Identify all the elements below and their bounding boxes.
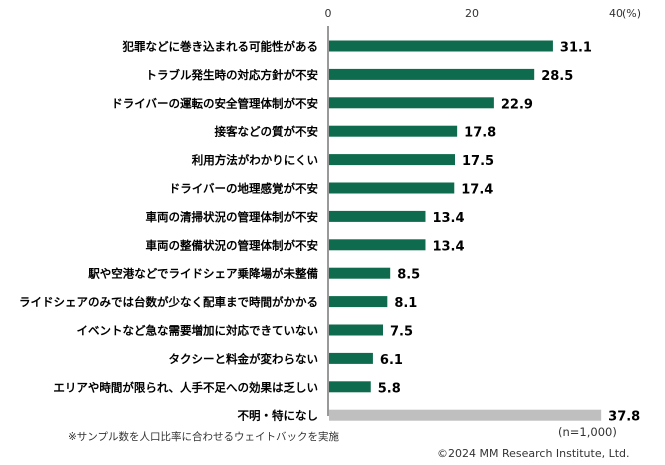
category-label: イベントなど急な需要増加に対応できていない [77, 324, 319, 338]
category-label: ライドシェアのみでは台数が少なく配車まで時間がかかる [19, 295, 318, 309]
bars-layer [329, 40, 602, 421]
data-label: 7.5 [390, 325, 413, 340]
bar [329, 97, 494, 109]
data-label: 28.5 [541, 69, 573, 84]
category-label: 不明・特になし [238, 409, 319, 423]
category-label: 車両の清掃状況の管理体制が不安 [146, 210, 319, 224]
category-label: タクシーと料金が変わらない [169, 352, 319, 366]
x-tick-label: 0 [325, 7, 332, 20]
category-label: ドライバーの地理感覚が不安 [169, 182, 318, 196]
weighting-note: ※サンプル数を人口比率に合わせるウェイトバックを実施 [68, 431, 339, 443]
bar [329, 182, 455, 194]
bar [329, 68, 535, 80]
x-tick-label: 20 [465, 7, 479, 20]
bar [329, 296, 388, 308]
bar [329, 324, 383, 336]
category-label: 接客などの質が不安 [215, 125, 319, 139]
data-label: 13.4 [432, 211, 464, 226]
data-label: 17.8 [464, 126, 496, 141]
data-label: 17.5 [462, 154, 494, 169]
data-label: 5.8 [378, 381, 401, 396]
data-label: 8.1 [394, 296, 417, 311]
category-label: 利用方法がわかりにくい [191, 153, 318, 167]
data-label: 8.5 [397, 268, 420, 283]
data-label: 13.4 [432, 239, 464, 254]
bar [329, 40, 553, 52]
bar [329, 154, 455, 166]
data-label: 22.9 [501, 97, 533, 112]
x-unit-label: (%) [622, 7, 641, 20]
category-label: 車両の整備状況の管理体制が不安 [146, 238, 319, 252]
axis-layer: 0 20 40 (%) [325, 7, 641, 416]
category-label: ドライバーの運転の安全管理体制が不安 [111, 96, 318, 110]
bar [329, 267, 391, 279]
labels-layer: 犯罪などに巻き込まれる可能性がある 31.1 トラブル発生時の対応方針が不安 28.5… [19, 40, 640, 425]
bar [329, 125, 458, 137]
data-label: 31.1 [560, 41, 592, 56]
sample-size-label: (n=1,000) [558, 425, 617, 439]
category-label: トラブル発生時の対応方針が不安 [146, 68, 319, 82]
copyright-notice: ©2024 MM Research Institute, Ltd. [437, 447, 630, 460]
bar [329, 239, 426, 251]
bar [329, 381, 371, 393]
bar [329, 409, 602, 421]
data-label: 37.8 [608, 410, 640, 425]
category-label: 犯罪などに巻き込まれる可能性がある [122, 40, 319, 54]
data-label: 6.1 [380, 353, 403, 368]
bar [329, 210, 426, 222]
category-label: 駅や空港などでライドシェア乗降場が未整備 [87, 267, 318, 281]
data-label: 17.4 [461, 183, 493, 198]
bar [329, 352, 373, 364]
category-label: エリアや時間が限られ、人手不足への効果は乏しい [53, 380, 318, 394]
x-tick-label: 40 [609, 7, 623, 20]
